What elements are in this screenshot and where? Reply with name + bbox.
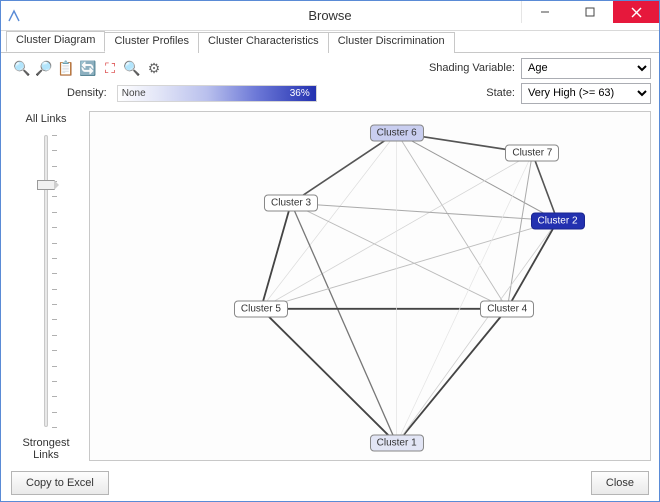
link-slider[interactable]	[33, 131, 59, 431]
toolbar: 🔍🔎📋🔄⛶🔍⚙ Shading Variable: Age	[1, 53, 659, 81]
density-label: Density:	[67, 87, 107, 99]
cluster-node[interactable]: Cluster 7	[505, 145, 559, 162]
state-label: State:	[486, 87, 515, 99]
tab-cluster-profiles[interactable]: Cluster Profiles	[104, 32, 199, 53]
zoom-in-icon[interactable]: 🔍	[13, 59, 31, 77]
maximize-button[interactable]	[567, 1, 613, 23]
density-row: Density: None 36% State: Very High (>= 6…	[1, 81, 659, 107]
tab-cluster-characteristics[interactable]: Cluster Characteristics	[198, 32, 329, 53]
refresh-icon[interactable]: 🔄	[79, 59, 97, 77]
cluster-node[interactable]: Cluster 4	[480, 300, 534, 317]
cluster-node[interactable]: Cluster 3	[264, 195, 318, 212]
shading-control: Shading Variable: Age	[429, 58, 651, 79]
find-icon[interactable]: 🔍	[123, 59, 141, 77]
slider-top-label: All Links	[26, 113, 67, 125]
tab-cluster-diagram[interactable]: Cluster Diagram	[6, 31, 105, 52]
state-select[interactable]: Very High (>= 63)	[521, 83, 651, 104]
cluster-node[interactable]: Cluster 5	[234, 300, 288, 317]
footer: Copy to Excel Close	[1, 465, 659, 501]
browse-window: Browse Cluster DiagramCluster ProfilesCl…	[0, 0, 660, 502]
titlebar: Browse	[1, 1, 659, 31]
app-icon	[1, 9, 27, 23]
density-block: Density: None 36%	[67, 85, 317, 102]
cluster-node[interactable]: Cluster 1	[370, 435, 424, 452]
toolbar-icons: 🔍🔎📋🔄⛶🔍⚙	[13, 59, 163, 77]
copy-icon[interactable]: 📋	[57, 59, 75, 77]
minimize-button[interactable]	[521, 1, 567, 23]
slider-ticks	[46, 135, 56, 427]
cluster-node[interactable]: Cluster 2	[530, 212, 584, 229]
cluster-node[interactable]: Cluster 6	[370, 124, 424, 141]
cluster-edges	[90, 112, 650, 460]
close-button[interactable]: Close	[591, 471, 649, 495]
shading-label: Shading Variable:	[429, 62, 515, 74]
density-left: None	[118, 88, 146, 99]
layout-icon[interactable]: ⚙	[145, 59, 163, 77]
tab-row: Cluster DiagramCluster ProfilesCluster C…	[1, 31, 659, 53]
slider-bottom-label: Strongest Links	[9, 437, 83, 461]
density-right: 36%	[290, 88, 316, 99]
window-buttons	[521, 1, 659, 23]
tab-cluster-discrimination[interactable]: Cluster Discrimination	[328, 32, 455, 53]
copy-to-excel-button[interactable]: Copy to Excel	[11, 471, 109, 495]
close-window-button[interactable]	[613, 1, 659, 23]
zoom-out-icon[interactable]: 🔎	[35, 59, 53, 77]
state-control: State: Very High (>= 63)	[486, 83, 651, 104]
slider-thumb[interactable]	[37, 180, 55, 190]
shading-select[interactable]: Age	[521, 58, 651, 79]
cluster-diagram-canvas[interactable]: Cluster 1 Cluster 2 Cluster 3 Cluster 4 Clus…	[89, 111, 651, 461]
link-strength-panel: All Links Strongest Links	[9, 111, 83, 461]
content-area: All Links Strongest Links Cluster 1Clust…	[1, 107, 659, 465]
fit-icon[interactable]: ⛶	[101, 59, 119, 77]
density-legend: None 36%	[117, 85, 317, 102]
